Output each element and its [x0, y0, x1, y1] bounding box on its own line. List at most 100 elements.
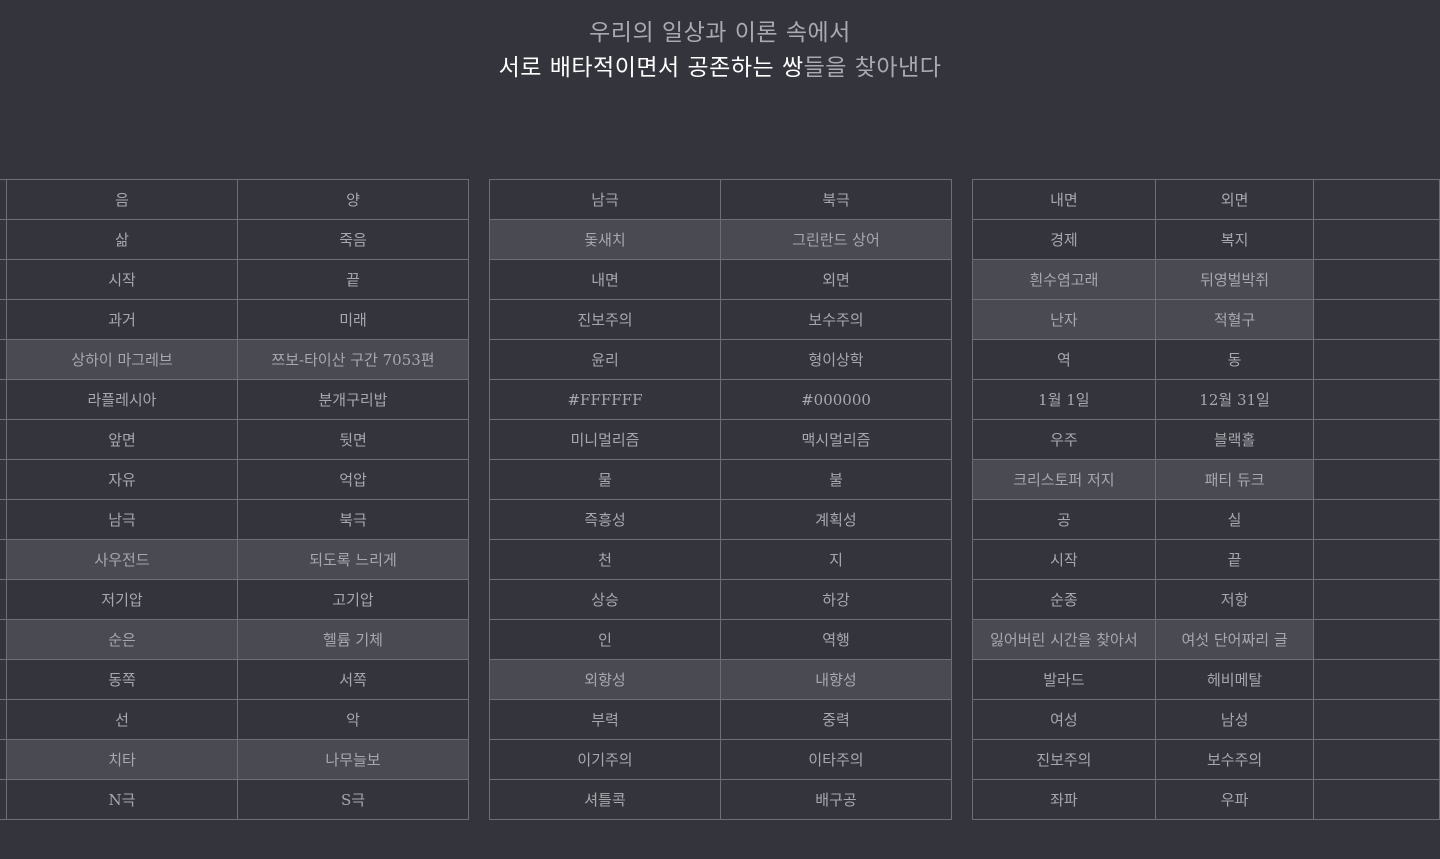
pair-cell-right: 뒤영벌박쥐: [1154, 259, 1315, 300]
pair-cell-left: 인: [489, 619, 721, 660]
pair-cell-left: N극: [6, 779, 238, 820]
pair-cell-left: #FFFFFF: [489, 379, 721, 420]
pair-cell-left: 과거: [6, 299, 238, 340]
pair-cell-left: 셔틀콕: [489, 779, 721, 820]
pair-row: 이기주의 이타주의: [489, 739, 952, 780]
pair-row: 진보주의 보수주의: [972, 739, 1440, 780]
pair-cell-right: 배구공: [720, 779, 952, 820]
pair-row: 앞면 뒷면: [0, 419, 469, 460]
pair-cell-right: 북극: [237, 499, 469, 540]
pair-cell-left: 이기주의: [489, 739, 721, 780]
pair-row: 동쪽 서쪽: [0, 659, 469, 700]
pair-cell-right: 그린란드 상어: [720, 219, 952, 260]
pair-row: 사우전드 되도록 느리게: [0, 539, 469, 580]
pair-cell-left: 여성: [972, 699, 1156, 740]
pair-row: N극 S극: [0, 779, 469, 820]
pair-cell-right: 외면: [720, 259, 952, 300]
pair-cell-left: 상하이 마그레브: [6, 339, 238, 380]
empty-cell: [1313, 259, 1440, 300]
header-line-2: 서로 배타적이면서 공존하는 쌍들을 찾아낸다: [0, 51, 1440, 86]
empty-cell: [1313, 699, 1440, 740]
pair-cell-left: 발라드: [972, 659, 1156, 700]
pair-row: 부력 중력: [489, 699, 952, 740]
pair-row: 내면 외면: [489, 259, 952, 300]
pair-cell-right: S극: [237, 779, 469, 820]
empty-cell: [1313, 499, 1440, 540]
pair-cell-left: 1월 1일: [972, 379, 1156, 420]
pair-cell-left: 즉흥성: [489, 499, 721, 540]
pair-row: 난자 적혈구: [972, 299, 1440, 340]
pair-cell-right: 악: [237, 699, 469, 740]
pairs-table-3: 내면 외면 경제 복지 흰수염고래 뒤영벌박쥐 난자 적혈구 역 동 1월 1일 12월 31일 우주 블…: [972, 179, 1440, 820]
pair-row: 셔틀콕 배구공: [489, 779, 952, 820]
pair-cell-right: 지: [720, 539, 952, 580]
pair-cell-left: 상승: [489, 579, 721, 620]
pair-cell-left: 돛새치: [489, 219, 721, 260]
pair-row: 순은 헬륨 기체: [0, 619, 469, 660]
pair-row: 치타 나무늘보: [0, 739, 469, 780]
pair-row: 인 역행: [489, 619, 952, 660]
pair-cell-left: 부력: [489, 699, 721, 740]
header-line-2-tail: 들을 찾아낸다: [803, 55, 942, 81]
pair-cell-right: 이타주의: [720, 739, 952, 780]
pair-cell-right: 보수주의: [1154, 739, 1315, 780]
pair-row: 순종 저항: [972, 579, 1440, 620]
pair-cell-left: 치타: [6, 739, 238, 780]
pair-row: 돛새치 그린란드 상어: [489, 219, 952, 260]
pair-cell-left: 물: [489, 459, 721, 500]
pair-cell-right: 역행: [720, 619, 952, 660]
pair-row: 즉흥성 계획성: [489, 499, 952, 540]
pair-cell-right: 남성: [1154, 699, 1315, 740]
pair-cell-right: 중력: [720, 699, 952, 740]
pair-cell-left: 선: [6, 699, 238, 740]
pair-cell-right: 형이상학: [720, 339, 952, 380]
pair-row: 과거 미래: [0, 299, 469, 340]
pair-cell-left: 미니멀리즘: [489, 419, 721, 460]
pair-row: 크리스토퍼 저지 패티 듀크: [972, 459, 1440, 500]
pair-row: 윤리 형이상학: [489, 339, 952, 380]
empty-cell: [1313, 339, 1440, 380]
pair-cell-left: 난자: [972, 299, 1156, 340]
pair-cell-left: 시작: [6, 259, 238, 300]
empty-cell: [1313, 779, 1440, 820]
pair-cell-right: 헬륨 기체: [237, 619, 469, 660]
pair-cell-right: 나무늘보: [237, 739, 469, 780]
pair-cell-right: 복지: [1154, 219, 1315, 260]
pair-cell-right: 미래: [237, 299, 469, 340]
pair-row: 미니멀리즘 맥시멀리즘: [489, 419, 952, 460]
pair-cell-right: 블랙홀: [1154, 419, 1315, 460]
pair-cell-left: 동쪽: [6, 659, 238, 700]
pair-row: 경제 복지: [972, 219, 1440, 260]
pair-cell-left: 흰수염고래: [972, 259, 1156, 300]
empty-cell: [1313, 459, 1440, 500]
pair-cell-left: 우주: [972, 419, 1156, 460]
pair-cell-left: 사우전드: [6, 539, 238, 580]
pairs-table-2: 남극 북극 돛새치 그린란드 상어 내면 외면 진보주의 보수주의 윤리 형이상학 #FFFFFF #…: [489, 179, 952, 820]
pair-cell-right: 되도록 느리게: [237, 539, 469, 580]
pair-cell-left: 윤리: [489, 339, 721, 380]
pair-cell-right: 패티 듀크: [1154, 459, 1315, 500]
pair-cell-left: 경제: [972, 219, 1156, 260]
pair-cell-right: 보수주의: [720, 299, 952, 340]
pair-row: 잃어버린 시간을 찾아서 여섯 단어짜리 글: [972, 619, 1440, 660]
pair-cell-right: 맥시멀리즘: [720, 419, 952, 460]
pair-cell-right: 우파: [1154, 779, 1315, 820]
pair-row: 시작 끝: [0, 259, 469, 300]
pair-row: 진보주의 보수주의: [489, 299, 952, 340]
pair-row: 삶 죽음: [0, 219, 469, 260]
pair-row: 자유 억압: [0, 459, 469, 500]
pair-cell-left: 음: [6, 179, 238, 220]
pair-cell-left: 남극: [489, 179, 721, 220]
pair-cell-left: 저기압: [6, 579, 238, 620]
pair-cell-left: 진보주의: [972, 739, 1156, 780]
pair-cell-left: 순종: [972, 579, 1156, 620]
pair-cell-right: 저항: [1154, 579, 1315, 620]
pair-cell-right: 북극: [720, 179, 952, 220]
pair-cell-left: 내면: [489, 259, 721, 300]
empty-cell: [1313, 219, 1440, 260]
header-line-2-main: 서로 배타적이면서 공존하는 쌍: [498, 55, 804, 81]
